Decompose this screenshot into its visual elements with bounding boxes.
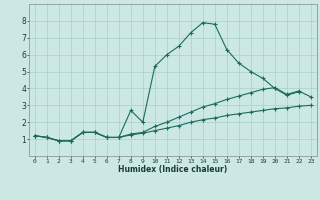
X-axis label: Humidex (Indice chaleur): Humidex (Indice chaleur) — [118, 165, 228, 174]
